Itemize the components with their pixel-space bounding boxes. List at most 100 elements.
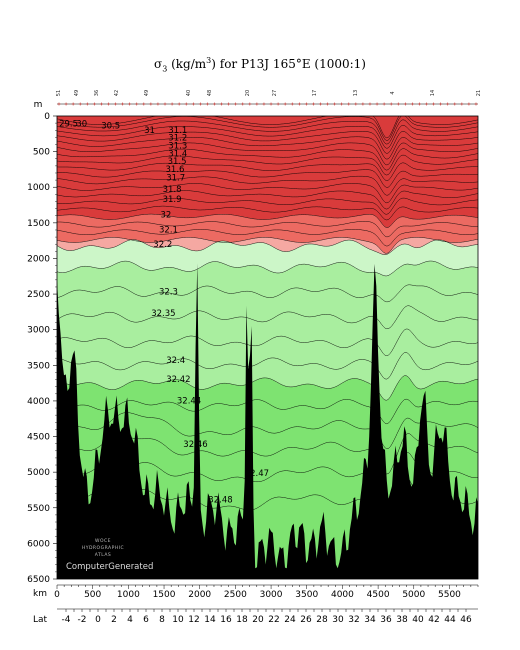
contour-label-9: 31.6 — [166, 165, 185, 175]
contour-label-16: 32.3 — [159, 288, 178, 298]
isopycnal-upper-14 — [57, 197, 478, 215]
plot-area — [57, 116, 478, 579]
station-number-4: 49 — [144, 90, 150, 96]
depth-tick-label-5: 2500 — [27, 290, 50, 300]
lat-tick-label-22: 40 — [412, 615, 424, 625]
contour-label-13: 32 — [161, 211, 172, 221]
isopycnal-deep-2 — [57, 284, 478, 303]
contour-label-18: 32.4 — [166, 356, 185, 366]
depth-tick-label-0: 0 — [44, 112, 50, 122]
isopycnal-upper-18 — [57, 229, 478, 247]
km-tick-label-9: 4500 — [367, 590, 390, 600]
lat-tick-label-24: 44 — [444, 615, 456, 625]
km-tick-label-10: 5000 — [402, 590, 425, 600]
lat-tick-label-23: 42 — [428, 615, 439, 625]
contour-label-12: 31.9 — [163, 195, 182, 205]
km-tick-label-1: 500 — [84, 590, 101, 600]
station-number-12: 14 — [430, 90, 436, 96]
lat-tick-label-14: 24 — [284, 615, 296, 625]
lat-tick-label-16: 28 — [316, 615, 328, 625]
contour-label-10: 31.7 — [166, 174, 185, 184]
isopycnal-upper-17 — [57, 221, 478, 238]
depth-tick-label-4: 2000 — [27, 254, 50, 264]
isopycnal-upper-15 — [57, 205, 478, 221]
watermark-line1: WOCE — [95, 538, 111, 544]
lat-tick-label-15: 26 — [300, 615, 312, 625]
density-band-0 — [57, 116, 478, 228]
isopycnal-upper-12 — [57, 183, 478, 204]
station-number-1: 49 — [74, 90, 80, 96]
station-number-5: 40 — [186, 90, 192, 96]
lat-tick-label-1: -2 — [78, 615, 87, 625]
isopycnal-upper-1 — [57, 116, 478, 141]
contour-label-19: 32.42 — [166, 375, 190, 385]
isopycnal-upper-7 — [57, 148, 478, 171]
isopycnal-upper-4 — [57, 131, 478, 154]
station-number-13: 21 — [476, 90, 482, 96]
lat-tick-label-10: 16 — [220, 615, 232, 625]
density-band-3 — [57, 239, 478, 276]
station-number-8: 27 — [272, 90, 278, 96]
isopycnal-upper-6 — [57, 142, 478, 166]
station-number-10: 13 — [353, 90, 359, 96]
isopycnal-upper-19 — [57, 237, 478, 254]
isopycnal-upper-11 — [57, 175, 478, 196]
contour-label-15: 32.2 — [153, 240, 172, 250]
contour-label-14: 32.1 — [159, 226, 178, 236]
lat-tick-label-21: 38 — [396, 615, 408, 625]
lat-tick-label-2: 0 — [95, 615, 101, 625]
contour-label-8: 31.5 — [168, 157, 187, 167]
station-number-9: 17 — [312, 90, 318, 96]
isopycnal-deep-6 — [57, 375, 478, 401]
lat-tick-label-6: 8 — [159, 615, 165, 625]
station-markers: 51 49 36 42 49 40 48 20 27 17 13 4 14 21 — [56, 90, 482, 106]
isopycnal-deep-5 — [57, 352, 478, 380]
isopycnal-upper-3 — [57, 125, 478, 149]
contour-label-22: 32.47 — [245, 469, 269, 479]
lat-tick-label-11: 18 — [236, 615, 248, 625]
contour-label-1: 30 — [76, 119, 87, 129]
lat-tick-label-13: 22 — [268, 615, 279, 625]
depth-tick-label-6: 3000 — [27, 326, 50, 336]
station-number-11: 4 — [390, 91, 396, 94]
contour-label-6: 31.3 — [168, 142, 187, 152]
km-tick-label-2: 1000 — [117, 590, 140, 600]
isopycnal-upper-8 — [57, 154, 478, 176]
axes: 0500100015002000250030003500400045005000… — [27, 100, 479, 625]
bathymetry-bottom — [57, 263, 478, 579]
lat-tick-label-19: 34 — [364, 615, 376, 625]
km-tick-label-7: 3500 — [295, 590, 318, 600]
isopycnal-deep-4 — [57, 328, 478, 356]
depth-tick-label-11: 5500 — [27, 504, 50, 514]
contour-label-21: 32.46 — [183, 440, 207, 450]
station-number-7: 20 — [245, 90, 251, 96]
depth-tick-label-12: 6000 — [27, 539, 50, 549]
contour-labels: 29.530 30.5 31 31.131.231.331.431.531.631.7… — [59, 119, 269, 505]
chart-title: σ3 (kg/m3) for P13J 165°E (1000:1) — [153, 56, 366, 74]
km-tick-label-5: 2500 — [224, 590, 247, 600]
lat-tick-label-0: -4 — [62, 615, 71, 625]
contour-label-7: 31.4 — [168, 149, 187, 159]
isopycnal-upper-10 — [57, 169, 478, 188]
lat-tick-label-7: 10 — [172, 615, 184, 625]
km-tick-label-0: 0 — [54, 590, 60, 600]
lat-tick-label-18: 32 — [348, 615, 359, 625]
contour-label-0: 29.5 — [59, 119, 78, 129]
contour-label-11: 31.8 — [163, 185, 182, 195]
isopycnal-upper-5 — [57, 136, 478, 160]
lat-tick-label-20: 36 — [380, 615, 392, 625]
depth-tick-label-8: 4000 — [27, 397, 50, 407]
depth-tick-label-13: 6500 — [27, 575, 50, 585]
depth-tick-label-7: 3500 — [27, 361, 50, 371]
isopycnal-upper-2 — [57, 119, 478, 145]
station-number-0: 51 — [56, 90, 62, 96]
isopycnal-upper-16 — [57, 213, 478, 228]
station-number-2: 36 — [94, 90, 100, 96]
contour-label-20: 32.44 — [177, 397, 201, 407]
station-number-6: 48 — [207, 90, 213, 96]
contour-label-23: 32.48 — [208, 496, 232, 506]
computer-generated-label: ComputerGenerated — [66, 562, 153, 572]
contour-label-3: 31 — [144, 126, 155, 136]
isopycnal-deep-3 — [57, 305, 478, 330]
